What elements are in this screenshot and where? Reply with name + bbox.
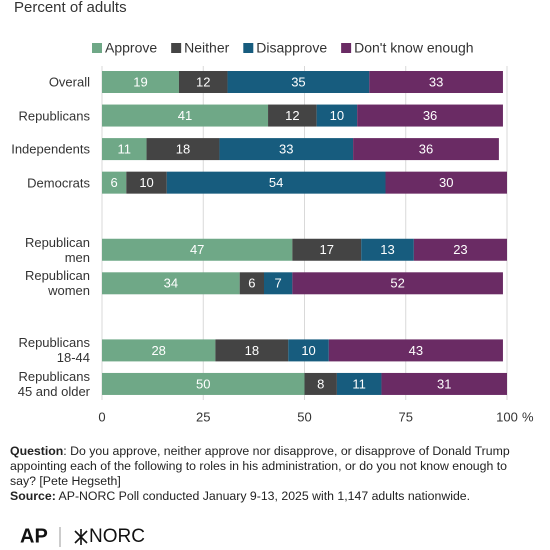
value-label: 10	[330, 108, 344, 123]
bar-segment	[381, 372, 507, 395]
legend-label: Neither	[184, 40, 229, 56]
question-text: : Do you approve, neither approve nor di…	[10, 444, 510, 488]
value-label: 43	[409, 343, 423, 358]
value-label: 7	[275, 276, 282, 291]
bar-segment	[102, 372, 305, 395]
legend-swatch	[243, 43, 254, 53]
y-tick-label: Democrats	[27, 175, 90, 191]
bar-segment	[288, 339, 329, 362]
x-tick-label: 75	[399, 409, 413, 424]
legend-swatch	[171, 43, 182, 53]
bar-segment	[357, 104, 503, 127]
value-label: 30	[439, 175, 453, 190]
source-text: AP-NORC Poll conducted January 9-13, 202…	[55, 489, 471, 503]
bar-segment	[328, 339, 503, 362]
bar-segment	[264, 272, 293, 295]
value-label: 19	[133, 74, 147, 89]
legend-label: Disapprove	[256, 40, 327, 56]
legend-swatch	[341, 43, 352, 53]
bar-segment	[385, 171, 507, 194]
y-tick-label: Independents	[11, 141, 90, 157]
value-label: 17	[320, 242, 334, 257]
value-label: 11	[352, 376, 366, 391]
bar-segment	[126, 171, 167, 194]
question: Question: Do you approve, neither approv…	[10, 444, 530, 489]
logo-ap: AP	[20, 525, 48, 547]
bar-segment	[146, 138, 220, 161]
value-label: 12	[285, 108, 299, 123]
bar-segment	[102, 272, 240, 295]
bar-segment	[166, 171, 386, 194]
value-label: 6	[248, 276, 255, 291]
value-label: 47	[190, 242, 204, 257]
value-label: 31	[437, 376, 451, 391]
footnote: Question: Do you approve, neither approv…	[10, 444, 530, 504]
value-label: 10	[301, 343, 315, 358]
logo-norc: NORC	[89, 526, 145, 547]
value-label: 33	[429, 74, 443, 89]
y-tick-label: Republicans	[18, 108, 90, 124]
value-label: 18	[245, 343, 259, 358]
bar-segment	[316, 104, 358, 127]
question-label: Question	[10, 444, 64, 458]
value-label: 11	[118, 142, 132, 157]
value-label: 41	[178, 108, 192, 123]
x-tick-label: 50	[297, 409, 311, 424]
value-label: 35	[291, 74, 305, 89]
value-label: 52	[390, 276, 404, 291]
source: Source: AP-NORC Poll conducted January 9…	[10, 489, 530, 504]
source-label: Source:	[10, 489, 56, 503]
y-tick-label: Republican women	[24, 268, 90, 299]
bar-segment	[102, 238, 293, 261]
value-label: 23	[453, 242, 467, 257]
legend-swatch	[92, 43, 102, 53]
value-label: 54	[269, 175, 283, 190]
chart-title: Percent of adults	[14, 0, 127, 16]
value-label: 12	[196, 74, 210, 89]
x-axis-label: %	[522, 409, 534, 424]
y-tick-label: Overall	[48, 74, 90, 90]
bar-segment	[102, 339, 216, 362]
bar-segment	[102, 138, 147, 161]
x-tick-label: 100	[496, 409, 518, 424]
value-label: 28	[151, 343, 165, 358]
legend-label: Approve	[105, 40, 157, 56]
bar-segment	[178, 71, 228, 93]
bar-segment	[353, 138, 499, 161]
value-label: 10	[139, 175, 153, 190]
y-tick-label: Republican men	[24, 234, 90, 265]
value-label: 50	[196, 376, 210, 391]
value-label: 36	[423, 108, 437, 123]
bar-segment	[413, 238, 507, 261]
bar-segment	[219, 138, 354, 161]
bar-segment	[102, 71, 179, 93]
value-label: 13	[380, 242, 394, 257]
bar-segment	[361, 238, 414, 261]
value-label: 36	[419, 142, 433, 157]
value-label: 18	[176, 142, 190, 157]
value-label: 8	[317, 376, 324, 391]
bar-segment	[227, 71, 370, 93]
bar-segment	[102, 104, 269, 127]
y-tick-label: Republicans 18-44	[18, 335, 90, 366]
x-tick-label: 25	[196, 409, 210, 424]
logo-star	[74, 529, 88, 545]
bar-segment	[369, 71, 503, 93]
value-label: 33	[279, 142, 293, 157]
y-tick-label: Republicans 45 and older	[17, 368, 90, 399]
value-label: 34	[164, 276, 178, 291]
bar-segment	[239, 272, 264, 295]
bar-segment	[336, 372, 382, 395]
bar-segment	[292, 238, 362, 261]
x-tick-label: 0	[98, 409, 105, 424]
bar-segment	[292, 272, 503, 295]
bar-segment	[102, 171, 127, 194]
bar-segment	[304, 372, 337, 395]
legend-label: Don't know enough	[354, 40, 473, 56]
bar-segment	[268, 104, 317, 127]
value-label: 6	[111, 175, 118, 190]
bar-segment	[215, 339, 289, 362]
